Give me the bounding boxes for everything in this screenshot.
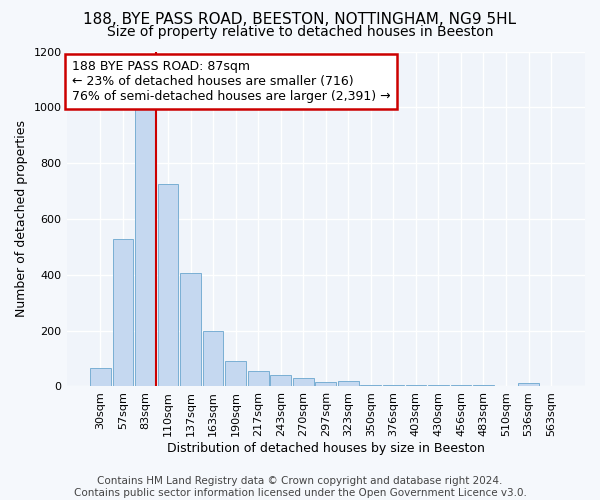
Text: Size of property relative to detached houses in Beeston: Size of property relative to detached ho… <box>107 25 493 39</box>
Bar <box>473 385 494 386</box>
Bar <box>271 374 291 386</box>
Bar <box>428 385 449 386</box>
Bar <box>180 272 201 386</box>
Bar <box>316 382 336 386</box>
Bar <box>113 238 133 386</box>
Bar <box>158 184 178 386</box>
Bar <box>248 370 269 386</box>
Bar <box>293 378 314 386</box>
Bar <box>451 385 472 386</box>
Bar <box>135 108 156 386</box>
Bar <box>225 362 246 386</box>
Bar <box>518 383 539 386</box>
Bar <box>338 381 359 386</box>
Bar <box>203 331 223 386</box>
Text: 188, BYE PASS ROAD, BEESTON, NOTTINGHAM, NG9 5HL: 188, BYE PASS ROAD, BEESTON, NOTTINGHAM,… <box>83 12 517 28</box>
Text: Contains HM Land Registry data © Crown copyright and database right 2024.
Contai: Contains HM Land Registry data © Crown c… <box>74 476 526 498</box>
Bar <box>361 385 381 386</box>
Bar <box>406 385 426 386</box>
X-axis label: Distribution of detached houses by size in Beeston: Distribution of detached houses by size … <box>167 442 485 455</box>
Y-axis label: Number of detached properties: Number of detached properties <box>15 120 28 318</box>
Text: 188 BYE PASS ROAD: 87sqm
← 23% of detached houses are smaller (716)
76% of semi-: 188 BYE PASS ROAD: 87sqm ← 23% of detach… <box>72 60 391 103</box>
Bar <box>383 385 404 386</box>
Bar <box>90 368 111 386</box>
